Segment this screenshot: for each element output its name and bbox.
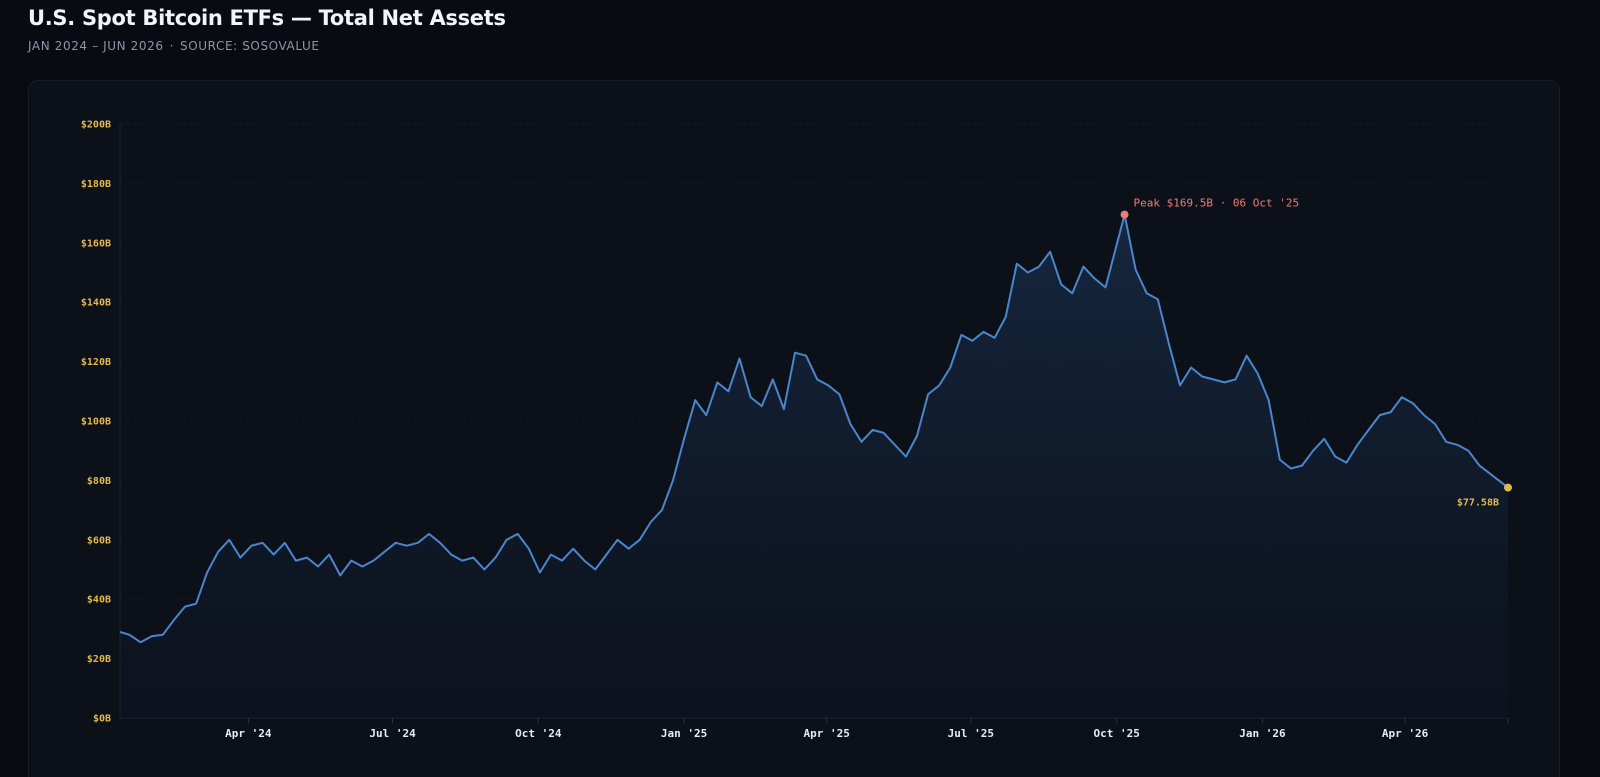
x-tick-label: Apr '25	[803, 727, 849, 740]
series-line	[119, 213, 1509, 644]
last-value-label: $77.58B	[1457, 498, 1499, 509]
x-tick-label: Oct '25	[1093, 727, 1139, 740]
chart-title: U.S. Spot Bitcoin ETFs — Total Net Asset…	[28, 6, 506, 30]
peak-label: Peak $169.5B · 06 Oct '25	[1134, 197, 1300, 210]
x-tick-label: Apr '24	[225, 727, 272, 740]
x-tick-label: Oct '24	[515, 727, 562, 740]
x-tick-label: Jul '24	[369, 727, 416, 740]
area-fill	[120, 214, 1508, 718]
last-value-marker	[1504, 483, 1512, 492]
y-tick-label: $20B	[87, 654, 111, 665]
y-tick-label: $200B	[81, 120, 111, 131]
y-tick-label: $80B	[87, 476, 111, 487]
chart-header: U.S. Spot Bitcoin ETFs — Total Net Asset…	[28, 6, 506, 53]
y-axis: $0B $20B $40B $60B $80B $100B $120B $140B $160B $…	[81, 120, 121, 725]
peak-marker	[1120, 210, 1129, 219]
y-tick-label: $180B	[81, 179, 111, 190]
y-tick-label: $160B	[81, 238, 111, 249]
y-tick-label: $60B	[87, 535, 111, 546]
y-tick-label: $40B	[87, 595, 111, 606]
x-tick-label: Jan '26	[1239, 727, 1286, 740]
y-tick-label: $0B	[93, 714, 111, 725]
date-range: JAN 2024 – JUN 2026	[28, 39, 164, 53]
chart-subtitle: JAN 2024 – JUN 2026 · SOURCE: SOSOVALUE	[28, 39, 506, 53]
y-tick-label: $100B	[81, 417, 111, 428]
data-source: SOURCE: SOSOVALUE	[179, 39, 320, 53]
x-axis: Apr '24 Jul '24 Oct '24 Jan '25 Apr '25 Jul '…	[225, 718, 1509, 740]
annotations: Peak $169.5B · 06 Oct '25 $77.58B	[1120, 197, 1512, 509]
x-tick-label: Jan '25	[661, 727, 707, 740]
y-tick-label: $120B	[81, 357, 111, 368]
y-tick-label: $140B	[81, 298, 111, 309]
subtitle-separator: ·	[169, 39, 174, 53]
x-tick-label: Apr '26	[1382, 727, 1429, 740]
x-tick-label: Jul '25	[948, 727, 994, 740]
